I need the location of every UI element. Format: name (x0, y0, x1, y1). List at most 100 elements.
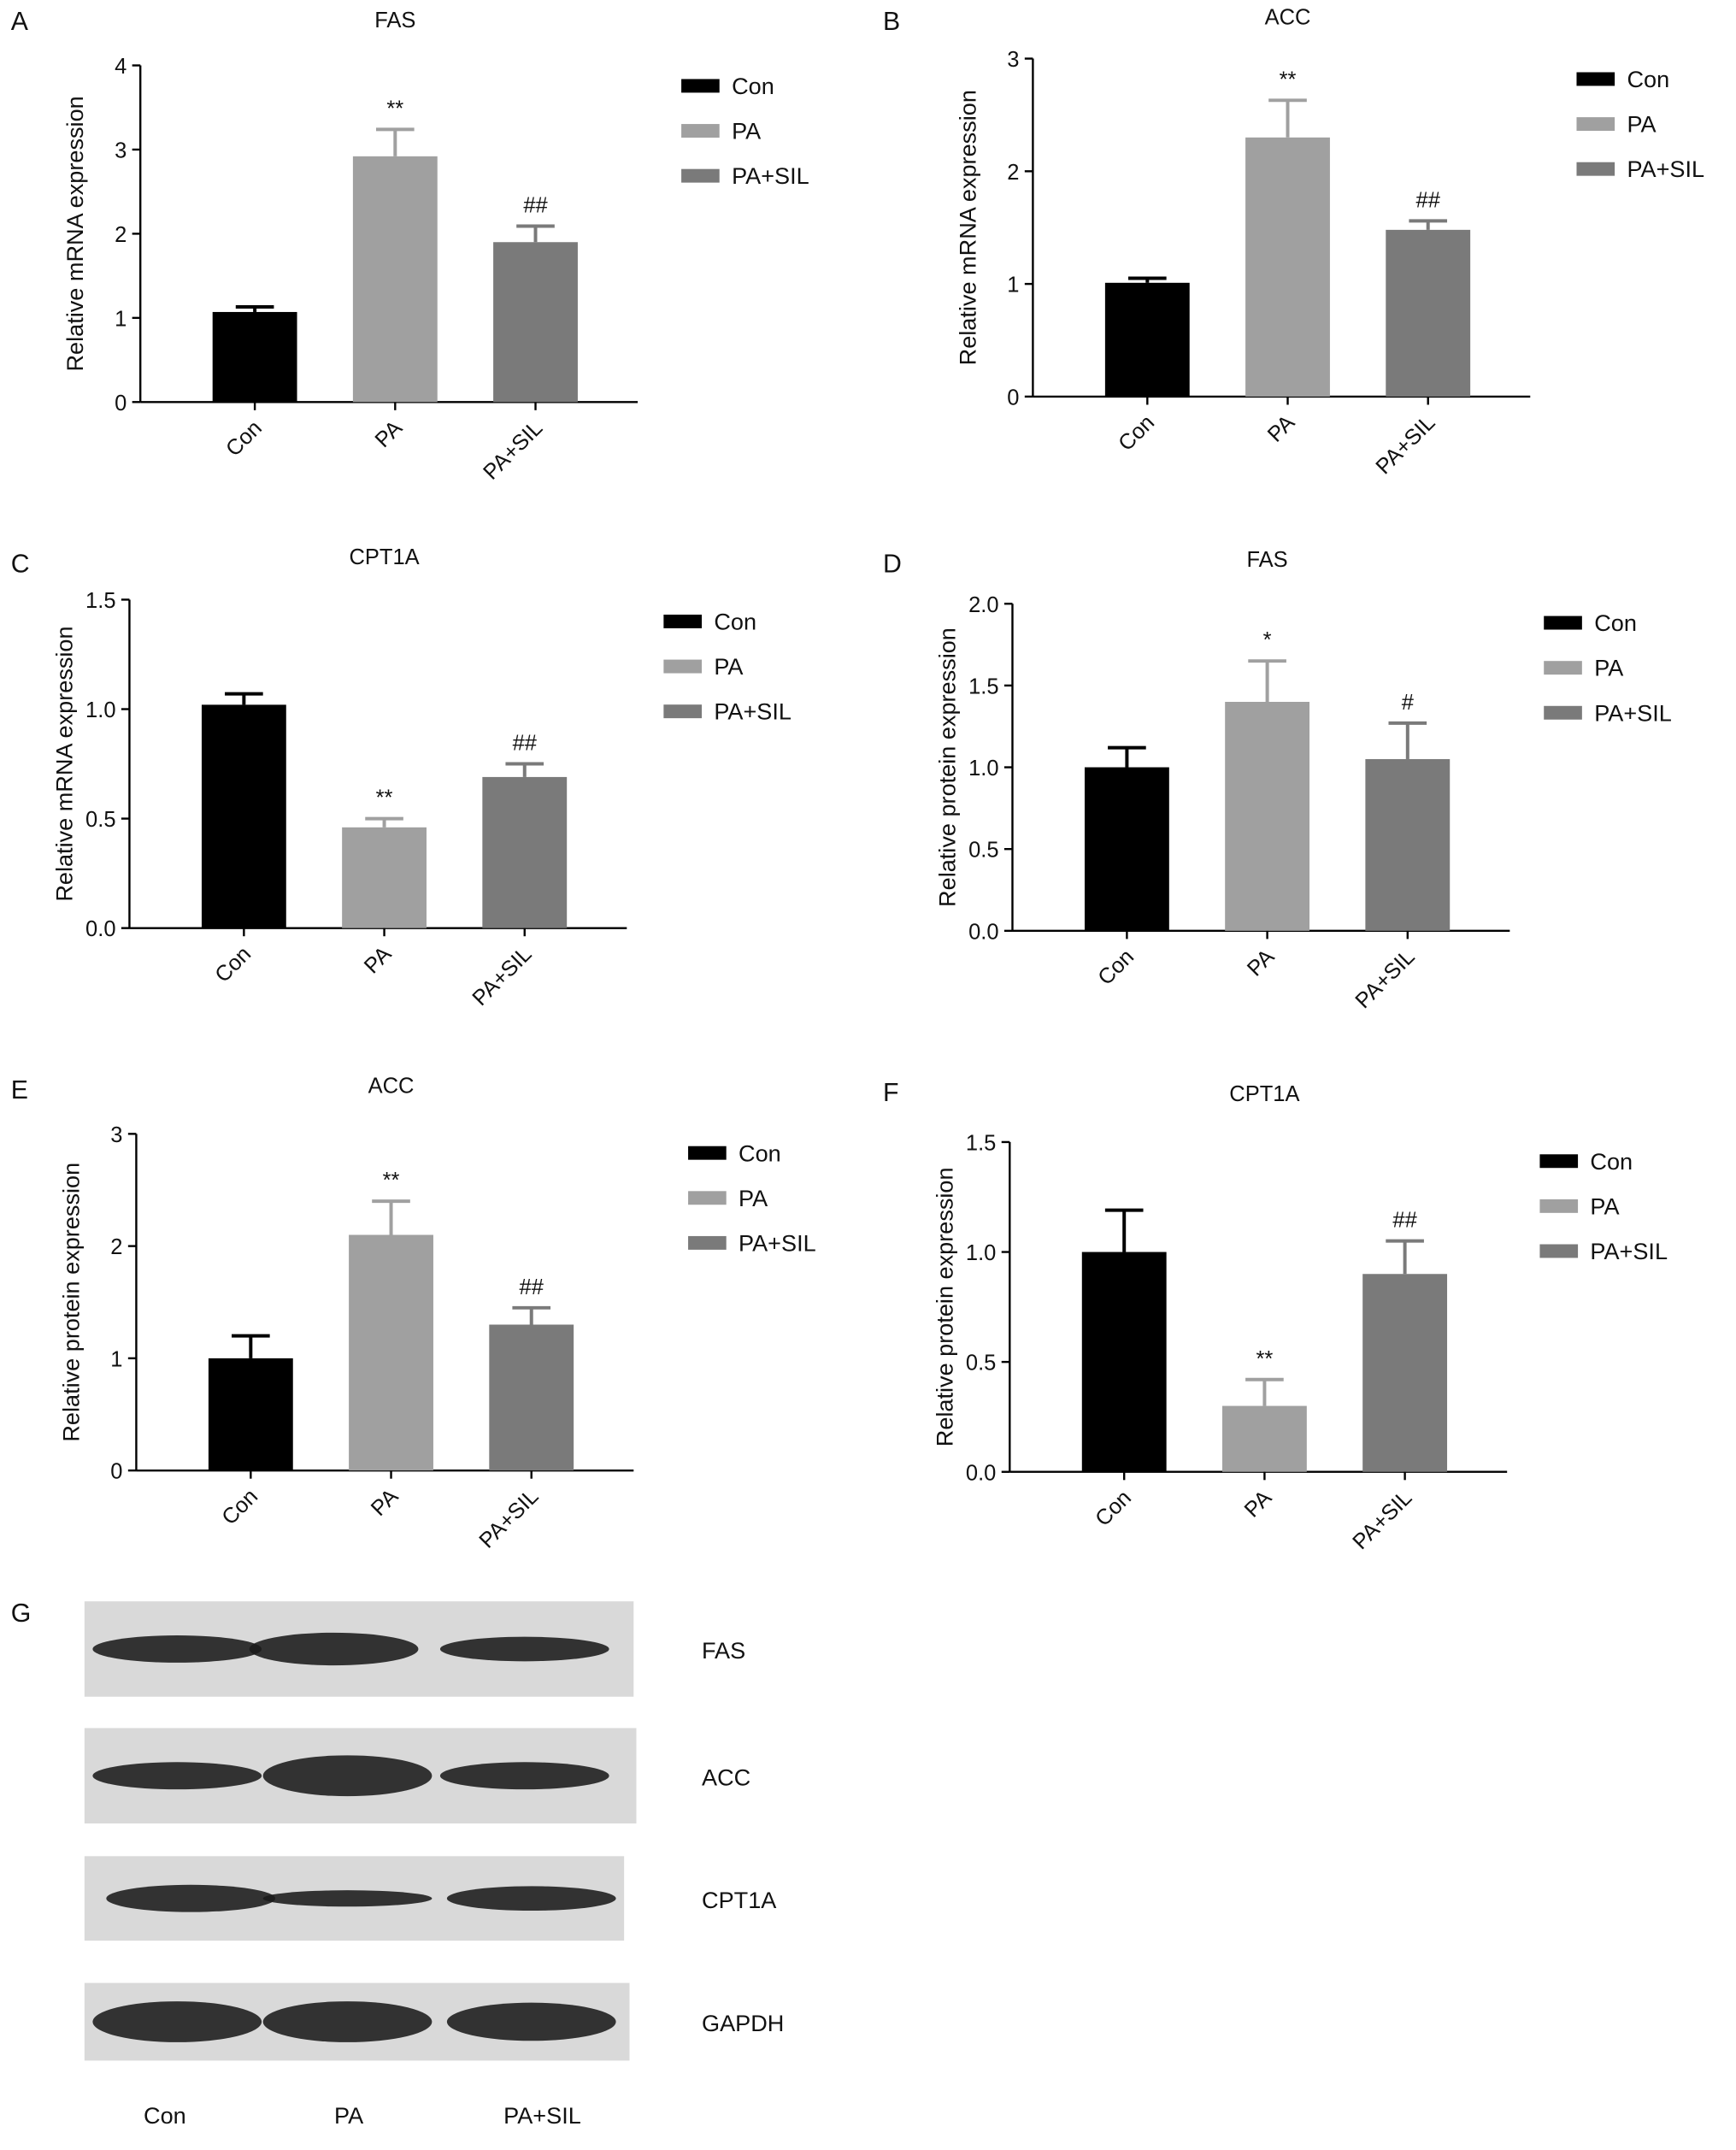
significance-label: ** (383, 1169, 400, 1193)
significance-label: ** (1256, 1347, 1273, 1371)
panel-letter: D (883, 551, 902, 579)
y-tick-label: 0.0 (968, 920, 998, 944)
y-tick-label: 1.5 (968, 674, 998, 698)
blot-band (446, 1886, 616, 1911)
legend-label: PA (714, 653, 744, 680)
significance-label: ## (523, 194, 548, 218)
x-tick-label: Con (217, 1484, 262, 1529)
y-tick-label: 1.0 (85, 698, 115, 722)
y-axis-label: Relative mRNA expression (62, 96, 88, 371)
x-tick-label: Con (1114, 410, 1159, 456)
y-tick-label: 3 (115, 139, 127, 163)
legend-swatch (1576, 162, 1615, 176)
panel-letter: A (11, 8, 29, 36)
legend-swatch (1576, 72, 1615, 86)
chart-title: CPT1A (349, 545, 419, 569)
panel: F CPT1A Relative protein expression 0.0 0.5 1… (883, 1079, 1668, 1554)
y-tick-label: 0 (110, 1460, 122, 1484)
y-tick-label: 0.5 (966, 1352, 996, 1375)
x-tick-label: PA (367, 1484, 403, 1521)
blot-band (106, 1884, 276, 1912)
legend-label: Con (1594, 610, 1637, 636)
y-tick-label: 1 (1007, 274, 1019, 297)
legend-swatch (681, 168, 720, 183)
y-tick-label: 1.5 (85, 589, 115, 613)
significance-label: ## (520, 1275, 544, 1299)
y-tick-label: 0.0 (85, 917, 115, 941)
bar (349, 1234, 433, 1471)
x-tick-label: PA (1243, 945, 1280, 981)
y-tick-label: 2 (115, 223, 127, 247)
panel-letter: C (11, 551, 30, 579)
lane-label: PA (334, 2102, 364, 2129)
significance-label: ## (1392, 1209, 1417, 1233)
y-tick-label: 0 (115, 392, 127, 415)
y-axis-label: Relative mRNA expression (50, 626, 77, 901)
legend-swatch (663, 704, 703, 719)
blot-band (262, 1755, 433, 1797)
x-tick-label: PA (1263, 410, 1300, 447)
x-tick-label: PA+SIL (468, 942, 536, 1010)
bar (208, 1358, 293, 1471)
legend-swatch (1539, 1154, 1579, 1169)
legend-label: PA+SIL (714, 698, 791, 725)
x-tick-label: PA+SIL (1348, 1486, 1416, 1554)
bar (1221, 1405, 1307, 1472)
legend-swatch (688, 1191, 727, 1205)
x-tick-label: PA+SIL (479, 416, 547, 485)
lane-label: PA+SIL (503, 2102, 581, 2129)
y-axis-label: Relative protein expression (57, 1163, 84, 1442)
legend-label: PA (1590, 1193, 1620, 1219)
panel: A FAS Relative mRNA expression 0 1 2 3 4 Con Con P… (11, 8, 809, 485)
y-tick-label: 3 (1007, 48, 1019, 72)
blot-band (439, 1636, 609, 1662)
blot-band (439, 1762, 609, 1790)
x-tick-label: Con (210, 942, 256, 987)
significance-label: * (1263, 628, 1272, 652)
chart-title: ACC (368, 1075, 415, 1099)
blot-band (92, 1635, 262, 1663)
significance-label: ** (376, 786, 393, 810)
legend-swatch (688, 1146, 727, 1160)
x-tick-label: PA+SIL (1371, 410, 1439, 479)
legend-label: PA+SIL (1627, 156, 1704, 182)
legend-swatch (1539, 1244, 1579, 1258)
legend-swatch (681, 79, 720, 93)
x-tick-label: PA (371, 416, 408, 453)
blot-band (92, 2001, 262, 2042)
protein-label: FAS (702, 1637, 745, 1664)
legend-label: PA (1627, 111, 1657, 138)
panel-letter: B (883, 8, 900, 36)
y-axis-label: Relative mRNA expression (954, 90, 980, 365)
bar (201, 704, 286, 928)
y-tick-label: 1.5 (966, 1131, 996, 1155)
significance-label: ** (386, 97, 403, 121)
y-tick-label: 2 (1007, 161, 1019, 185)
significance-label: ** (1280, 68, 1297, 91)
bar (1084, 767, 1169, 931)
bar (342, 827, 427, 928)
y-tick-label: 2 (110, 1235, 122, 1259)
legend-swatch (681, 124, 720, 138)
chart-title: CPT1A (1229, 1082, 1299, 1106)
bar (1386, 229, 1471, 397)
legend-swatch (1544, 616, 1582, 630)
protein-label: GAPDH (702, 2010, 784, 2036)
legend-swatch (688, 1235, 727, 1250)
panel-letter: E (11, 1076, 28, 1104)
legend-label: PA (1594, 655, 1624, 681)
y-axis-label: Relative protein expression (934, 627, 961, 907)
y-tick-label: 2.0 (968, 593, 998, 617)
significance-label: ## (513, 732, 538, 756)
significance-label: # (1402, 691, 1415, 715)
bar (1365, 758, 1451, 931)
x-tick-label: Con (221, 416, 267, 462)
legend-swatch (1576, 117, 1615, 132)
chart-title: ACC (1265, 6, 1311, 30)
legend-label: Con (739, 1140, 781, 1166)
x-tick-label: PA (360, 942, 397, 979)
y-tick-label: 1 (110, 1347, 122, 1371)
legend-swatch (1544, 705, 1582, 720)
bar (352, 156, 438, 403)
